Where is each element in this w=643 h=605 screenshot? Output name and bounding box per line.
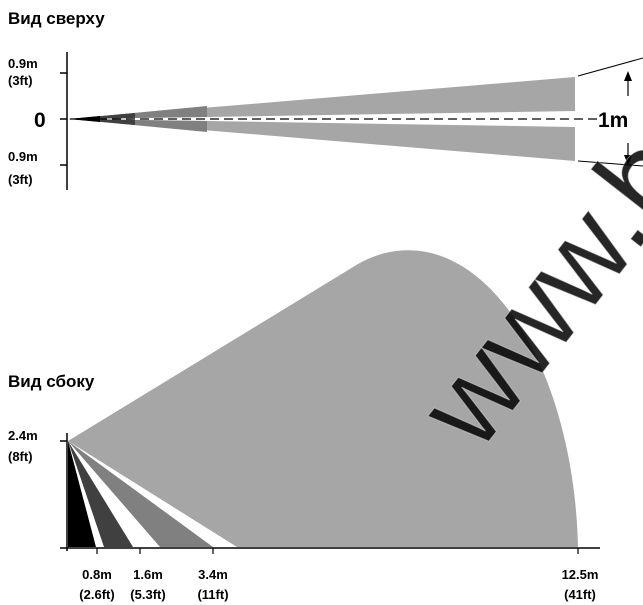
lower-lobe-mid-zone xyxy=(70,119,207,132)
near-coverage-zone xyxy=(68,441,133,547)
width-label: 1m xyxy=(598,109,628,132)
upper-offset-imperial: (3ft) xyxy=(8,73,33,88)
lower-offset-imperial: (3ft) xyxy=(8,172,33,187)
top-view-diagram: 0.9m (3ft) 0 0.9m (3ft) 1m xyxy=(8,52,643,190)
arrow-down-icon xyxy=(624,155,632,165)
lower-offset-value: 0.9m xyxy=(8,149,38,164)
distance-label-2: 1.6m xyxy=(133,567,163,582)
mount-height-imperial: (8ft) xyxy=(8,449,33,464)
closest-coverage-zone xyxy=(68,441,96,547)
mid-coverage-zone xyxy=(68,441,213,547)
side-view-diagram: 2.4m (8ft) 0.8m (2.6ft) 1.6m (5.3ft) 3.4… xyxy=(8,250,600,602)
distance-label-3: 3.4m xyxy=(198,567,228,582)
mount-height-value: 2.4m xyxy=(8,428,38,443)
arrow-up-icon xyxy=(624,71,632,81)
distance-label-1: 0.8m xyxy=(82,567,112,582)
distance-label-4: 12.5m xyxy=(562,567,599,582)
side-view-title: Вид сбоку xyxy=(8,372,95,391)
top-view-title: Вид сверху xyxy=(8,9,105,28)
upper-lobe-mid-zone xyxy=(70,106,207,119)
width-extension-upper xyxy=(577,57,643,77)
distance-imperial-3: (11ft) xyxy=(197,587,228,602)
distance-imperial-2: (5.3ft) xyxy=(130,587,165,602)
upper-offset-value: 0.9m xyxy=(8,56,38,71)
center-label: 0 xyxy=(34,109,46,132)
far-coverage-zone xyxy=(68,250,578,547)
distance-imperial-4: (41ft) xyxy=(564,587,596,602)
width-extension-lower xyxy=(577,160,643,167)
distance-imperial-1: (2.6ft) xyxy=(79,587,114,602)
